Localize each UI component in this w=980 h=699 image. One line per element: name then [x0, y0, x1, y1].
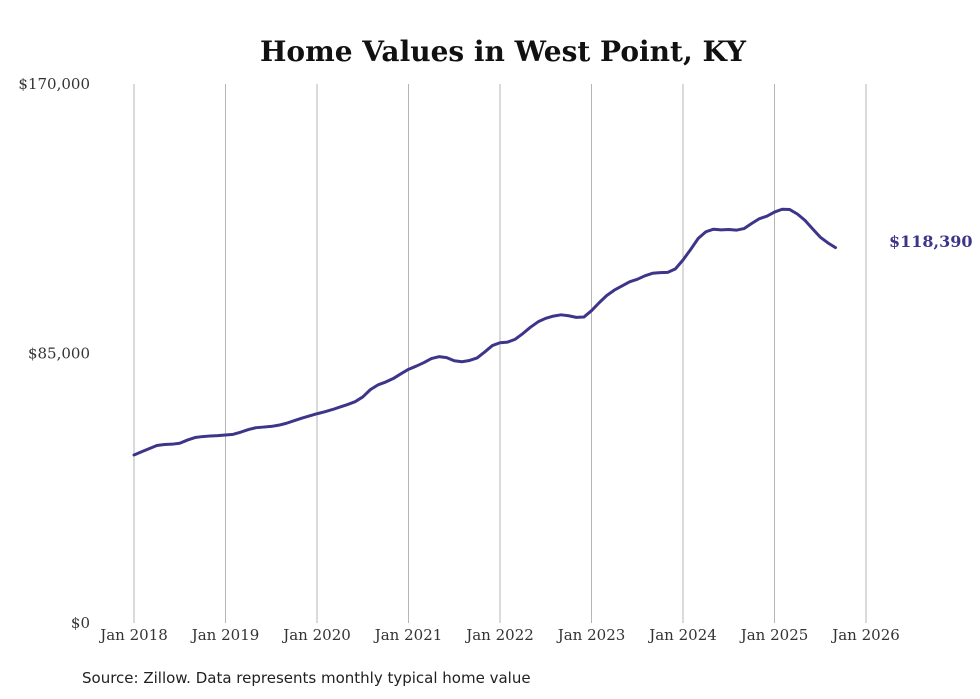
x-tick-label: Jan 2018	[98, 626, 168, 644]
x-tick-label: Jan 2021	[373, 626, 443, 644]
x-tick-label: Jan 2025	[739, 626, 809, 644]
x-tick-label: Jan 2026	[830, 626, 900, 644]
source-note: Source: Zillow. Data represents monthly …	[82, 669, 531, 687]
series-line-home-value	[132, 207, 837, 457]
x-tick-label: Jan 2019	[190, 626, 260, 644]
x-tick-label: Jan 2024	[647, 626, 717, 644]
y-tick-label: $0	[71, 614, 90, 632]
y-axis-ticks: $0 $85,000 $170,000	[18, 75, 90, 632]
y-tick-label: $85,000	[28, 345, 90, 363]
end-value-label: $118,390	[889, 232, 973, 251]
x-tick-label: Jan 2020	[281, 626, 351, 644]
x-tick-label: Jan 2023	[556, 626, 626, 644]
x-tick-label: Jan 2022	[464, 626, 534, 644]
chart-title: Home Values in West Point, KY	[260, 35, 747, 68]
grid-lines	[133, 84, 867, 623]
x-axis-ticks: Jan 2018 Jan 2019 Jan 2020 Jan 2021 Jan 2022…	[98, 626, 900, 644]
y-tick-label: $170,000	[18, 75, 90, 93]
